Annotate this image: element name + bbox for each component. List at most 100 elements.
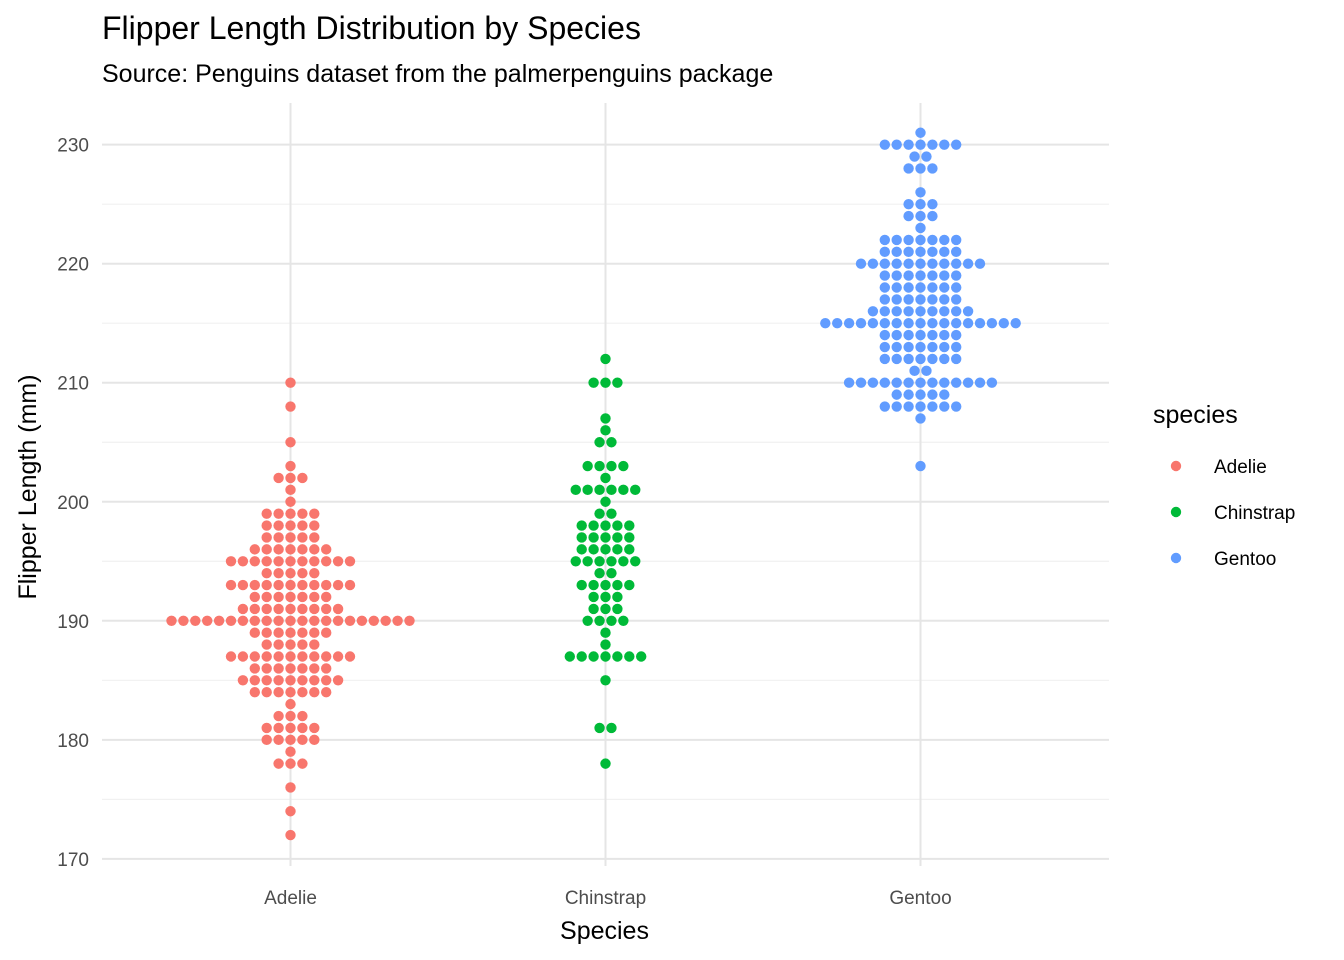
- data-point: [903, 341, 914, 353]
- data-point: [909, 151, 920, 162]
- data-point: [879, 258, 890, 269]
- data-point: [261, 544, 272, 555]
- data-point: [951, 329, 962, 341]
- data-point: [867, 318, 879, 329]
- data-point: [273, 579, 284, 591]
- data-point: [606, 567, 617, 579]
- data-point: [225, 615, 237, 626]
- legend-label-chinstrap: Chinstrap: [1214, 503, 1295, 524]
- data-point: [285, 615, 296, 626]
- data-point: [261, 508, 272, 519]
- data-point: [600, 532, 611, 543]
- data-point: [891, 329, 902, 341]
- data-point: [927, 210, 938, 222]
- data-point: [588, 532, 599, 543]
- data-point: [867, 377, 879, 388]
- data-point: [891, 246, 902, 257]
- data-point: [309, 687, 320, 698]
- data-point: [600, 639, 611, 650]
- data-point: [249, 544, 260, 555]
- data-point: [612, 377, 623, 388]
- data-point: [927, 282, 938, 293]
- legend-key-adelie: [1170, 460, 1182, 472]
- data-point: [309, 567, 320, 579]
- data-point: [974, 258, 986, 269]
- data-point: [309, 627, 320, 638]
- data-point: [915, 246, 926, 257]
- data-point: [273, 687, 284, 698]
- data-point: [261, 675, 272, 686]
- y-axis-ticks: 170 180 190 200 210 220 230: [57, 136, 89, 871]
- data-point: [1010, 318, 1021, 329]
- data-point: [261, 567, 272, 579]
- data-point: [600, 425, 611, 436]
- data-point: [903, 401, 914, 412]
- data-point: [927, 163, 938, 174]
- data-point: [594, 460, 605, 472]
- data-point: [951, 246, 962, 257]
- data-point: [915, 234, 926, 246]
- data-point: [903, 377, 914, 388]
- data-point: [867, 306, 879, 317]
- data-point: [600, 579, 611, 591]
- data-point: [891, 401, 902, 412]
- data-point: [344, 615, 356, 626]
- data-point: [344, 556, 356, 567]
- data-point: [321, 663, 332, 674]
- data-point: [927, 341, 938, 353]
- data-point: [582, 556, 593, 567]
- data-point: [600, 675, 611, 686]
- data-point: [962, 318, 974, 329]
- data-point: [285, 675, 296, 686]
- data-point: [843, 318, 855, 329]
- y-tick-label: 230: [57, 136, 89, 157]
- data-point: [321, 556, 332, 567]
- data-point: [285, 687, 296, 698]
- data-point: [879, 353, 890, 365]
- data-point: [321, 687, 332, 698]
- data-point: [927, 198, 938, 210]
- data-point: [986, 318, 998, 329]
- data-point: [600, 472, 611, 484]
- data-point: [606, 460, 617, 472]
- data-point: [951, 377, 962, 388]
- data-point: [606, 437, 617, 448]
- data-point: [309, 651, 320, 662]
- data-point: [261, 663, 272, 674]
- data-point: [594, 556, 605, 567]
- data-point: [927, 234, 938, 246]
- chart-subtitle: Source: Penguins dataset from the palmer…: [102, 60, 773, 88]
- data-point: [202, 615, 213, 626]
- data-point: [285, 544, 296, 555]
- data-point: [297, 472, 308, 484]
- data-point: [309, 615, 320, 626]
- data-point: [939, 270, 950, 281]
- data-point: [903, 210, 914, 222]
- data-point: [285, 496, 296, 507]
- data-point: [249, 687, 260, 698]
- data-point: [273, 663, 284, 674]
- data-point: [915, 413, 926, 424]
- data-point: [285, 484, 296, 496]
- data-point: [951, 270, 962, 281]
- data-point: [332, 579, 344, 591]
- legend-key-gentoo: [1170, 552, 1182, 564]
- data-point: [225, 556, 237, 567]
- data-point: [879, 294, 890, 305]
- data-point: [939, 341, 950, 353]
- data-point: [612, 603, 623, 615]
- data-point: [855, 258, 867, 269]
- data-point: [903, 353, 914, 365]
- data-point: [297, 663, 308, 674]
- data-point: [962, 306, 974, 317]
- data-point: [927, 246, 938, 257]
- data-point: [237, 579, 249, 591]
- legend-title: species: [1153, 401, 1238, 429]
- data-point: [600, 377, 611, 388]
- data-point: [915, 389, 926, 400]
- data-point: [332, 651, 344, 662]
- data-point: [285, 639, 296, 650]
- data-point: [249, 663, 260, 674]
- data-point: [915, 294, 926, 305]
- data-point: [915, 198, 926, 210]
